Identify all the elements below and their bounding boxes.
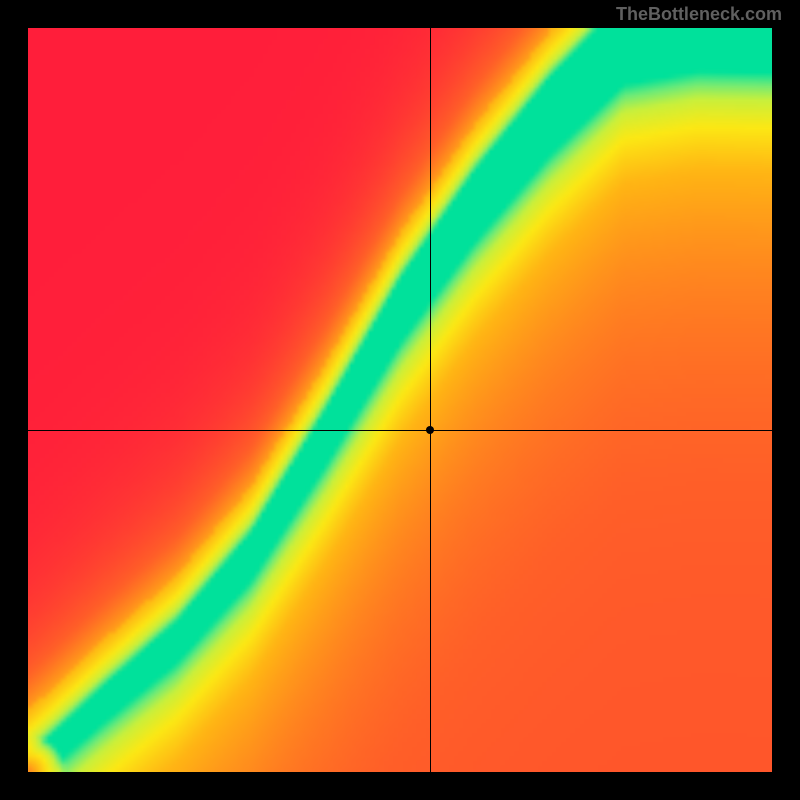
heatmap-canvas	[28, 28, 772, 772]
watermark-text: TheBottleneck.com	[616, 4, 782, 25]
crosshair-horizontal	[28, 430, 772, 431]
plot-frame	[28, 28, 772, 772]
crosshair-vertical	[430, 28, 431, 772]
crosshair-marker	[426, 426, 434, 434]
